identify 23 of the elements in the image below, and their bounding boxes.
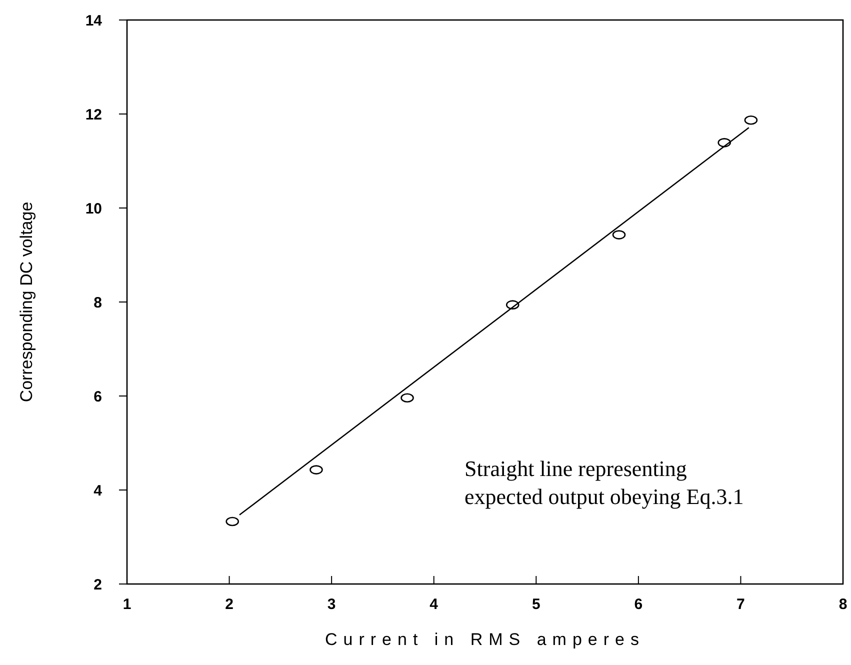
point xyxy=(400,393,414,403)
x-tick-label: 6 xyxy=(634,596,643,613)
x-tick-label: 7 xyxy=(736,596,745,613)
y-axis-title: Corresponding DC voltage xyxy=(17,202,36,402)
x-tick-label: 4 xyxy=(430,596,439,613)
x-tick-label: 8 xyxy=(838,596,848,613)
point xyxy=(310,465,323,474)
y-tick-label: 8 xyxy=(94,294,102,312)
point xyxy=(744,115,758,125)
annotation: Straight line representing expected output obeying Eq.3.1 xyxy=(464,456,744,509)
y-tick-label: 12 xyxy=(85,106,102,124)
y-tick-label: 10 xyxy=(85,200,102,218)
x-tick-label: 3 xyxy=(327,596,336,613)
point xyxy=(718,138,731,148)
x-axis-title: Current in RMS amperes xyxy=(324,630,646,649)
point xyxy=(226,516,240,526)
y-tick-label: 2 xyxy=(94,576,102,594)
y-tick-label: 6 xyxy=(94,388,102,406)
y-tick-label: 4 xyxy=(94,482,103,500)
x-tick-label: 5 xyxy=(532,596,540,613)
x-tick-label: 2 xyxy=(225,596,234,613)
y-tick-label: 14 xyxy=(85,12,103,30)
x-tick-label: 1 xyxy=(122,596,132,613)
